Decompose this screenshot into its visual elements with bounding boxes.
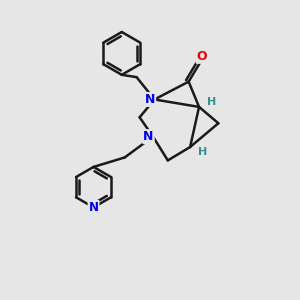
Text: N: N xyxy=(88,201,98,214)
Text: N: N xyxy=(143,130,154,143)
Text: H: H xyxy=(198,147,207,158)
Text: O: O xyxy=(197,50,207,63)
Text: N: N xyxy=(145,93,155,106)
Text: H: H xyxy=(207,97,216,106)
